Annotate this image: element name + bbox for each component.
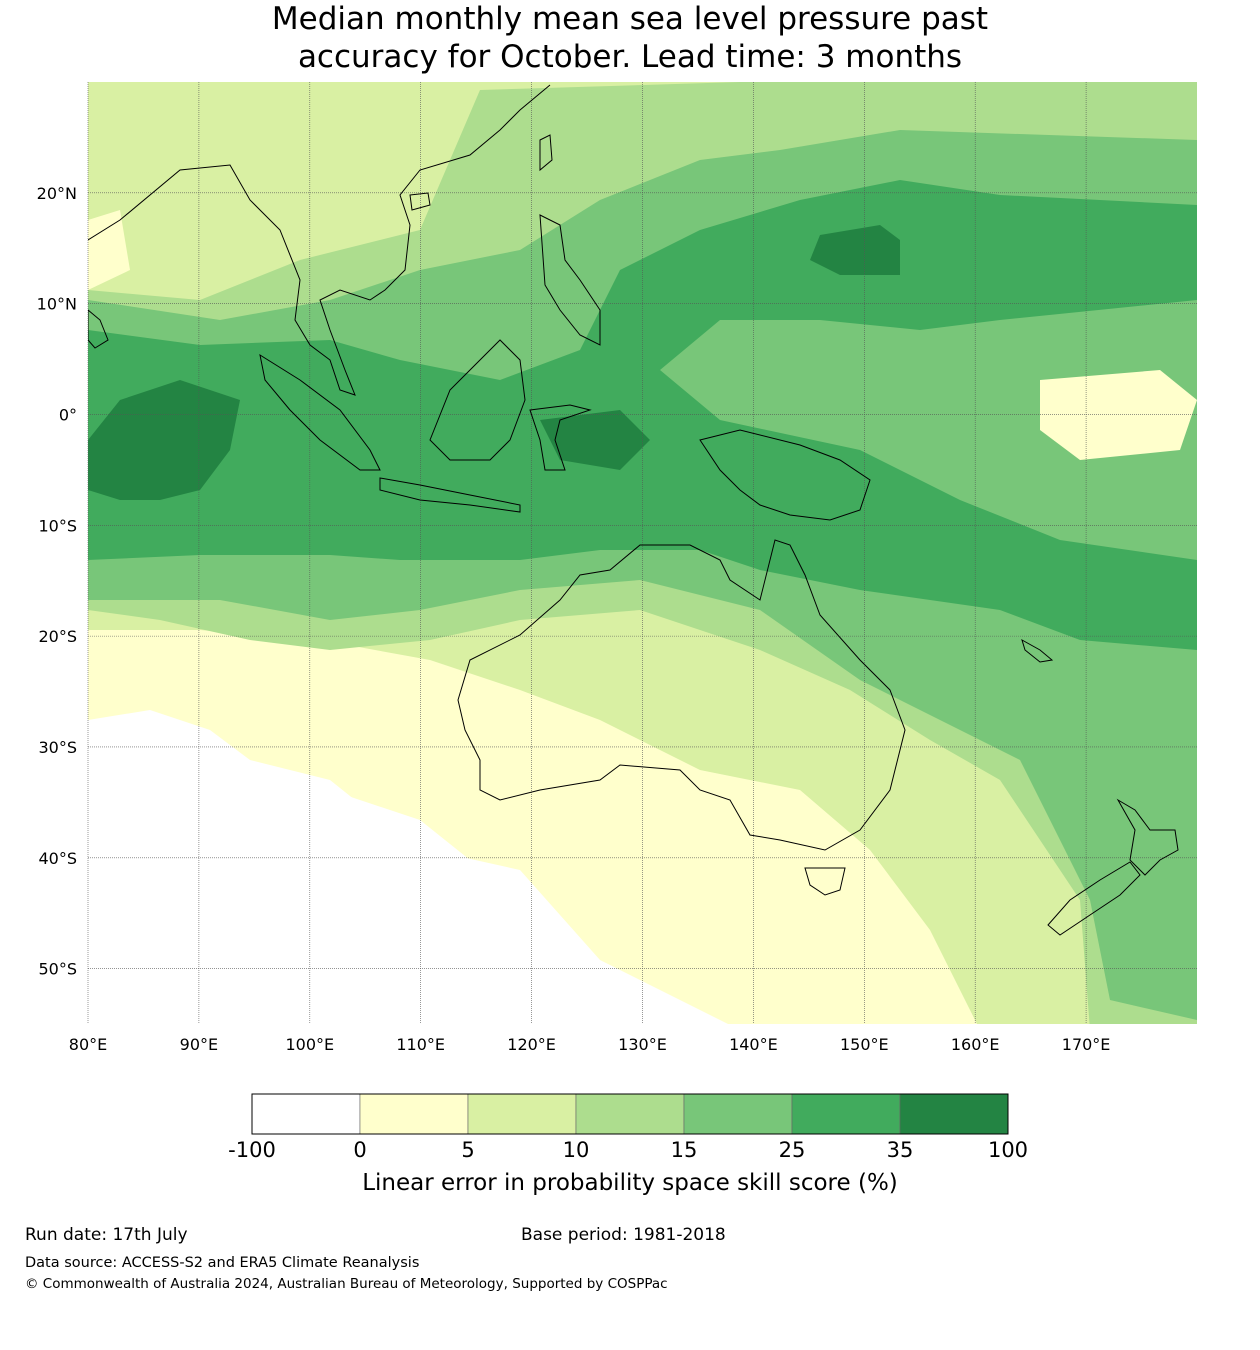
lon-tick-label: 130°E bbox=[618, 1035, 667, 1054]
lat-tick-label: 40°S bbox=[38, 849, 77, 868]
data-source: Data source: ACCESS-S2 and ERA5 Climate … bbox=[25, 1255, 420, 1271]
skill-band-6 bbox=[88, 225, 900, 500]
coast-new-guinea bbox=[699, 429, 871, 521]
lat-tick-label: 10°N bbox=[37, 295, 77, 314]
lon-tick-label: 140°E bbox=[729, 1035, 778, 1054]
coast-new-caledonia bbox=[1021, 638, 1054, 663]
colorbar-swatch bbox=[683, 1093, 793, 1135]
colorbar-tick-label: -100 bbox=[228, 1138, 276, 1162]
colorbar-tick-label: 15 bbox=[671, 1138, 698, 1162]
coast-philippines bbox=[539, 214, 601, 346]
lat-tick-label: 50°S bbox=[38, 960, 77, 979]
colorbar-swatch bbox=[791, 1093, 901, 1135]
colorbar-swatch bbox=[575, 1093, 685, 1135]
lon-tick-label: 150°E bbox=[840, 1035, 889, 1054]
colorbar-tick-label: 35 bbox=[887, 1138, 914, 1162]
colorbar-tick-label: 25 bbox=[779, 1138, 806, 1162]
lon-tick-label: 90°E bbox=[180, 1035, 218, 1054]
colorbar-swatch bbox=[251, 1093, 361, 1135]
coast-new-zealand-s bbox=[1047, 861, 1141, 936]
coast-india-sri bbox=[88, 309, 109, 349]
title-line-2: accuracy for October. Lead time: 3 month… bbox=[297, 39, 963, 75]
colorbar: -100 0 5 10 15 25 35 100 Linear error in probabi… bbox=[228, 1093, 1028, 1196]
colorbar-swatch bbox=[467, 1093, 577, 1135]
graticule bbox=[87, 82, 1197, 1024]
skill-field bbox=[88, 82, 1197, 1024]
coast-borneo bbox=[429, 339, 526, 461]
lat-tick-label: 10°S bbox=[38, 516, 77, 535]
colorbar-tick-label: 10 bbox=[563, 1138, 590, 1162]
lat-tick-label: 20°N bbox=[37, 184, 77, 203]
coast-hainan bbox=[409, 192, 431, 211]
coast-java bbox=[379, 477, 521, 513]
lon-tick-label: 100°E bbox=[285, 1035, 334, 1054]
base-period: Base period: 1981-2018 bbox=[521, 1225, 726, 1245]
coast-new-zealand-n bbox=[1116, 798, 1179, 876]
colorbar-tick-label: 5 bbox=[461, 1138, 474, 1162]
colorbar-label: Linear error in probability space skill … bbox=[362, 1170, 898, 1196]
chart-title: Median monthly mean sea level pressure p… bbox=[0, 0, 1260, 76]
coast-sumatra bbox=[259, 353, 381, 471]
coast-sulawesi bbox=[529, 404, 592, 471]
coastlines bbox=[88, 84, 1179, 936]
skill-pocket-0 bbox=[1040, 370, 1197, 460]
copyright: © Commonwealth of Australia 2024, Austra… bbox=[25, 1276, 668, 1292]
skill-pocket-1 bbox=[88, 210, 130, 290]
coast-australia bbox=[457, 539, 906, 851]
lat-tick-label: 30°S bbox=[38, 738, 77, 757]
lon-tick-label: 110°E bbox=[396, 1035, 445, 1054]
lon-tick-label: 170°E bbox=[1062, 1035, 1111, 1054]
coast-se-asia bbox=[88, 84, 551, 396]
colorbar-frame bbox=[251, 1093, 1009, 1135]
axis-tick-labels: 80°E 90°E 100°E 110°E 120°E 130°E 140°E 150°E 16… bbox=[37, 184, 1111, 1054]
lat-tick-label: 0° bbox=[59, 405, 77, 424]
run-date: Run date: 17th July bbox=[25, 1225, 188, 1245]
colorbar-swatch bbox=[899, 1093, 1009, 1135]
lat-tick-label: 20°S bbox=[38, 627, 77, 646]
title-line-1: Median monthly mean sea level pressure p… bbox=[271, 1, 989, 37]
colorbar-swatch bbox=[359, 1093, 469, 1135]
lon-tick-label: 80°E bbox=[69, 1035, 107, 1054]
colorbar-tick-label: 100 bbox=[988, 1138, 1028, 1162]
skill-pocket-2 bbox=[88, 770, 480, 1024]
lon-tick-label: 120°E bbox=[507, 1035, 556, 1054]
colorbar-tick-label: 0 bbox=[353, 1138, 366, 1162]
coast-taiwan bbox=[539, 134, 553, 172]
coast-tasmania bbox=[804, 867, 846, 896]
lon-tick-label: 160°E bbox=[951, 1035, 1000, 1054]
